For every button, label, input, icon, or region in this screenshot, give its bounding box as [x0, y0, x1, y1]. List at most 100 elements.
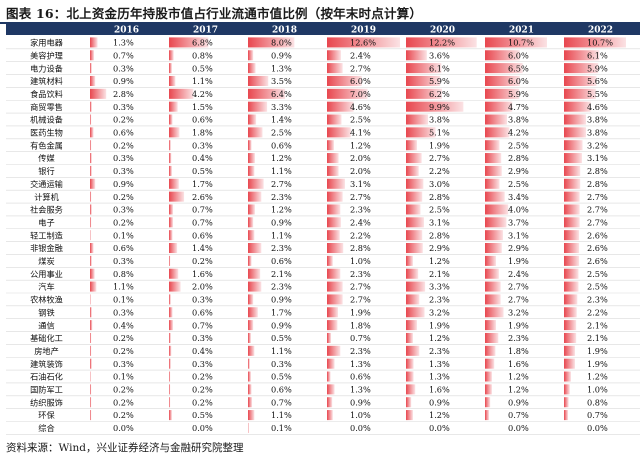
data-label: 2.3% [508, 333, 529, 343]
data-bar [248, 140, 252, 151]
data-label: 0.3% [113, 256, 134, 266]
data-label: 0.7% [587, 410, 608, 420]
data-label: 0.6% [271, 385, 292, 395]
data-label: 3.6% [429, 50, 450, 60]
table-row: 石油石化 0.1% 0.2% 0.5% 0.6% 1.3% 1.2% 1.2% [6, 371, 640, 384]
data-bar [169, 320, 174, 331]
table-row: 通信 0.4% 0.7% 0.9% 1.8% 1.9% 1.9% 2.1% [6, 320, 640, 332]
row-label: 钢铁 [38, 307, 54, 317]
data-bar [327, 50, 341, 61]
data-label: 6.0% [508, 76, 529, 86]
data-bar [406, 37, 477, 48]
data-bar [248, 358, 250, 369]
data-label: 7.0% [350, 89, 371, 99]
table-row: 医药生物 0.6% 1.8% 2.5% 4.1% 5.1% 4.2% 3.8% [6, 127, 640, 140]
table-row: 传媒 0.3% 0.4% 1.2% 2.0% 2.7% 2.8% 3.1% [6, 153, 640, 165]
data-bar [90, 268, 95, 279]
data-label: 1.1% [192, 76, 213, 86]
data-bar [169, 191, 185, 202]
data-bar [248, 255, 252, 266]
data-label: 0.9% [271, 50, 292, 60]
data-label: 0.3% [271, 359, 292, 369]
data-label: 0.7% [113, 50, 134, 60]
data-bar [90, 230, 91, 241]
row-label: 交通运输 [30, 179, 63, 189]
data-label: 2.6% [587, 256, 608, 266]
data-bar [169, 114, 173, 125]
data-bar [485, 294, 501, 305]
data-label: 0.7% [271, 397, 292, 407]
row-label: 电力设备 [30, 63, 63, 73]
data-bar [327, 307, 339, 318]
row-label: 非银金融 [30, 243, 63, 253]
data-bar [406, 75, 441, 86]
row-label: 银行 [38, 166, 54, 176]
data-bar [564, 243, 580, 254]
data-label: 0.3% [113, 307, 134, 317]
data-bar [169, 101, 178, 112]
data-bar [327, 410, 333, 421]
column-header-2021: 2021 [509, 26, 534, 36]
data-label: 3.8% [587, 128, 608, 138]
data-label: 0.9% [113, 76, 134, 86]
data-label: 2.7% [350, 192, 371, 202]
data-bar [406, 114, 429, 125]
data-bar [169, 140, 171, 151]
data-label: 1.9% [587, 346, 608, 356]
data-bar [485, 384, 492, 395]
data-label: 2.9% [508, 243, 529, 253]
table-row: 国防军工 0.2% 0.2% 0.6% 1.3% 1.6% 1.2% 1.0% [6, 384, 640, 397]
data-bar [564, 50, 600, 61]
data-label: 3.8% [429, 115, 450, 125]
source-note: 资料来源：Wind，兴业证券经济与金融研究院整理 [6, 442, 244, 454]
data-label: 0.7% [192, 217, 213, 227]
data-bar [485, 37, 547, 48]
data-bar [248, 191, 262, 202]
row-label: 农林牧渔 [30, 295, 63, 305]
data-label: 0.2% [113, 333, 134, 343]
data-bar [248, 294, 254, 305]
data-label: 1.2% [587, 372, 608, 382]
data-bar [485, 153, 502, 164]
data-label: 0.0% [429, 423, 450, 433]
table-row: 基础化工 0.2% 0.3% 0.5% 0.7% 1.2% 2.3% 2.1% [6, 332, 640, 345]
data-label: 0.0% [350, 423, 371, 433]
data-bar [485, 230, 503, 241]
data-label: 2.7% [350, 295, 371, 305]
data-bar [90, 371, 91, 382]
data-bar [564, 37, 626, 48]
data-bar [406, 50, 427, 61]
data-label: 0.0% [587, 423, 608, 433]
data-bar [169, 165, 172, 176]
data-bar [90, 410, 92, 421]
data-bar [169, 410, 172, 421]
data-label: 3.1% [429, 217, 450, 227]
data-bar [564, 397, 569, 408]
data-label: 1.3% [429, 372, 450, 382]
data-bar [327, 204, 341, 215]
data-label: 0.2% [113, 192, 134, 202]
row-label: 汽车 [38, 282, 54, 292]
data-label: 3.2% [508, 307, 529, 317]
data-bar [485, 101, 513, 112]
data-label: 6.0% [508, 50, 529, 60]
data-bar [248, 75, 269, 86]
data-label: 1.1% [271, 230, 292, 240]
data-bar [327, 345, 341, 356]
data-label: 3.8% [508, 115, 529, 125]
data-bar [169, 332, 171, 343]
row-label: 煤炭 [38, 256, 54, 266]
data-bar [485, 88, 520, 99]
data-label: 2.0% [350, 166, 371, 176]
row-label: 环保 [38, 410, 55, 420]
data-bar [485, 320, 497, 331]
table-row: 轻工制造 0.1% 0.6% 1.1% 2.2% 2.8% 3.1% 2.6% [6, 230, 640, 242]
data-bar [327, 243, 344, 254]
data-bar [248, 243, 262, 254]
data-label: 0.3% [113, 153, 134, 163]
row-label: 计算机 [34, 192, 59, 202]
data-label: 12.6% [350, 38, 376, 48]
data-label: 3.0% [429, 179, 450, 189]
table-row: 商贸零售 0.3% 1.5% 3.3% 4.6% 9.9% 4.7% 4.6% [6, 101, 640, 114]
data-bar [564, 230, 580, 241]
